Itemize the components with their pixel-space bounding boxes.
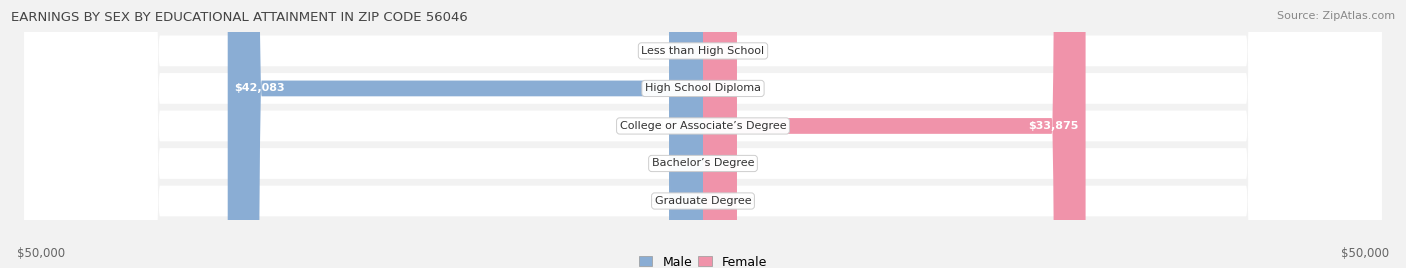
FancyBboxPatch shape [24, 0, 1382, 268]
Text: Source: ZipAtlas.com: Source: ZipAtlas.com [1277, 11, 1395, 21]
FancyBboxPatch shape [24, 0, 1382, 268]
FancyBboxPatch shape [703, 0, 1085, 268]
Text: Bachelor’s Degree: Bachelor’s Degree [652, 158, 754, 169]
Text: $50,000: $50,000 [17, 247, 65, 260]
Text: $0: $0 [741, 83, 755, 94]
FancyBboxPatch shape [24, 0, 1382, 268]
FancyBboxPatch shape [24, 0, 1382, 268]
Text: $0: $0 [651, 158, 665, 169]
Text: $33,875: $33,875 [1028, 121, 1078, 131]
Text: $0: $0 [651, 121, 665, 131]
FancyBboxPatch shape [669, 0, 703, 268]
FancyBboxPatch shape [669, 0, 703, 268]
Text: College or Associate’s Degree: College or Associate’s Degree [620, 121, 786, 131]
FancyBboxPatch shape [703, 0, 737, 268]
FancyBboxPatch shape [24, 0, 1382, 268]
FancyBboxPatch shape [703, 0, 737, 268]
Text: $42,083: $42,083 [235, 83, 285, 94]
FancyBboxPatch shape [703, 0, 737, 268]
FancyBboxPatch shape [228, 0, 703, 268]
Text: $0: $0 [651, 46, 665, 56]
Text: $0: $0 [741, 196, 755, 206]
Text: Less than High School: Less than High School [641, 46, 765, 56]
Text: High School Diploma: High School Diploma [645, 83, 761, 94]
FancyBboxPatch shape [703, 0, 737, 268]
Legend: Male, Female: Male, Female [634, 251, 772, 268]
Text: $50,000: $50,000 [1341, 247, 1389, 260]
Text: $0: $0 [741, 46, 755, 56]
FancyBboxPatch shape [669, 0, 703, 268]
Text: $0: $0 [651, 196, 665, 206]
Text: $0: $0 [741, 158, 755, 169]
Text: EARNINGS BY SEX BY EDUCATIONAL ATTAINMENT IN ZIP CODE 56046: EARNINGS BY SEX BY EDUCATIONAL ATTAINMEN… [11, 11, 468, 24]
FancyBboxPatch shape [669, 0, 703, 268]
Text: Graduate Degree: Graduate Degree [655, 196, 751, 206]
